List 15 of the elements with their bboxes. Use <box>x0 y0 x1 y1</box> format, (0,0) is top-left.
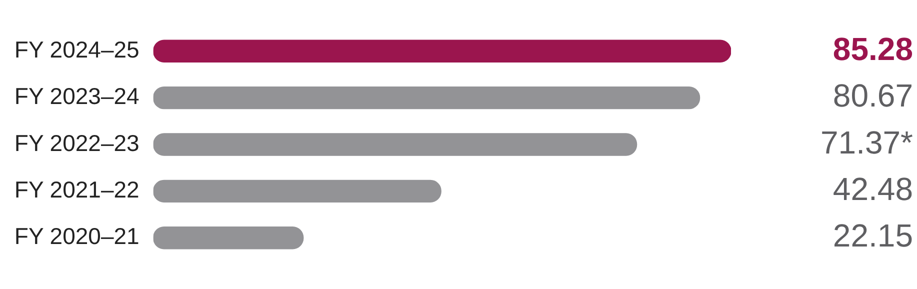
data-label: 80.67 <box>832 78 913 114</box>
data-label: 85.28 <box>832 30 913 67</box>
data-label: 42.48 <box>832 171 913 208</box>
y-tick-label: FY 2022–23 <box>14 130 140 156</box>
y-tick-label: FY 2021–22 <box>14 176 140 203</box>
bar <box>153 40 731 62</box>
bar <box>153 226 304 250</box>
data-label: 22.15 <box>832 218 913 254</box>
y-tick-label: FY 2024–25 <box>14 36 140 62</box>
bar <box>153 180 442 203</box>
y-tick-label: FY 2023–24 <box>14 83 140 110</box>
bar <box>153 86 700 110</box>
data-label: 71.37* <box>820 124 913 160</box>
bar <box>153 133 638 156</box>
y-tick-label: FY 2020–21 <box>14 223 140 250</box>
